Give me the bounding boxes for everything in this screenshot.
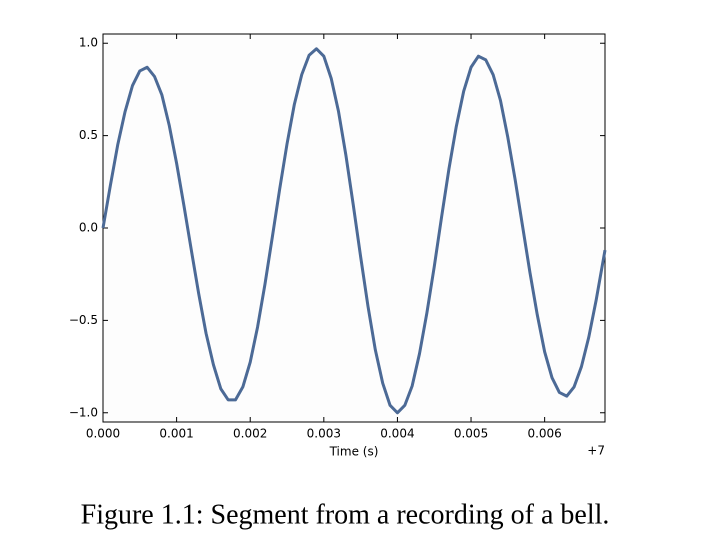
line-series <box>101 47 607 415</box>
y-tick-label: 0.5 <box>79 128 98 142</box>
y-tick-label: −0.5 <box>69 313 98 327</box>
x-tick-label: 0.002 <box>233 427 267 441</box>
x-tick-label: 0.001 <box>159 427 193 441</box>
x-tick-label: 0.000 <box>86 427 120 441</box>
x-axis-label: Time (s) <box>329 445 379 459</box>
x-tick-label: 0.006 <box>527 427 561 441</box>
y-tick-label: 0.0 <box>79 221 98 235</box>
y-tick-label: −1.0 <box>69 405 98 419</box>
y-tick-label: 1.0 <box>79 36 98 50</box>
x-tick-label: 0.005 <box>454 427 488 441</box>
caption: Figure 1.1: Segment from a recording of … <box>81 499 610 530</box>
x-tick-label: 0.003 <box>307 427 341 441</box>
x-offset-label: +7 <box>587 444 605 458</box>
x-tick-label: 0.004 <box>380 427 414 441</box>
plot-frame <box>102 33 606 423</box>
